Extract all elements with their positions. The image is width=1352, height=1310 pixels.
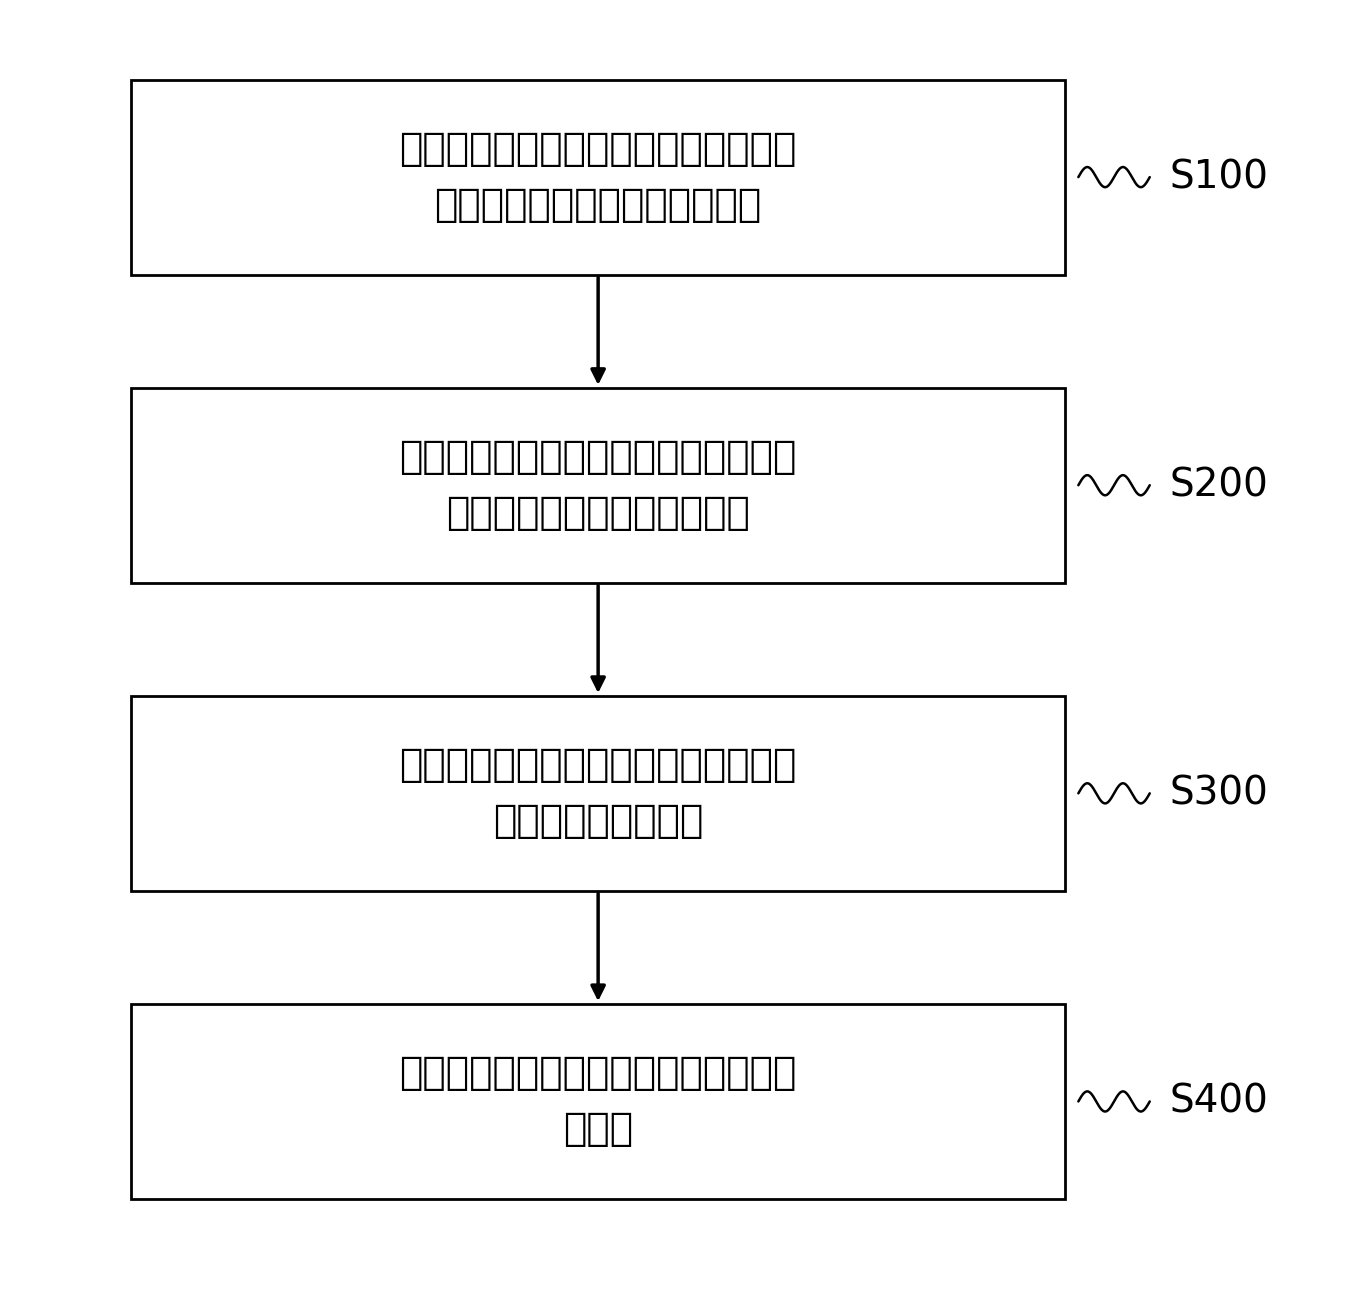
Text: 根据总水质参数，判断是否需要输出预
警提示: 根据总水质参数，判断是否需要输出预 警提示 [399,1055,796,1149]
FancyBboxPatch shape [131,1003,1065,1199]
Text: 获取第一时间周期内每天接水盘的水质
导电率和每天空调器的开机时长: 获取第一时间周期内每天接水盘的水质 导电率和每天空调器的开机时长 [399,130,796,224]
Text: S300: S300 [1169,774,1268,812]
Text: S100: S100 [1169,159,1268,196]
FancyBboxPatch shape [131,388,1065,583]
Text: S200: S200 [1169,466,1268,504]
FancyBboxPatch shape [131,696,1065,891]
Text: 根据第一时间周期内每天的水质参数，
计算确定总水质参数: 根据第一时间周期内每天的水质参数， 计算确定总水质参数 [399,747,796,840]
Text: 根据每天的水质导电率和每天的开机时
长，计算确定每天的水质参数: 根据每天的水质导电率和每天的开机时 长，计算确定每天的水质参数 [399,439,796,532]
FancyBboxPatch shape [131,80,1065,275]
Text: S400: S400 [1169,1082,1268,1120]
